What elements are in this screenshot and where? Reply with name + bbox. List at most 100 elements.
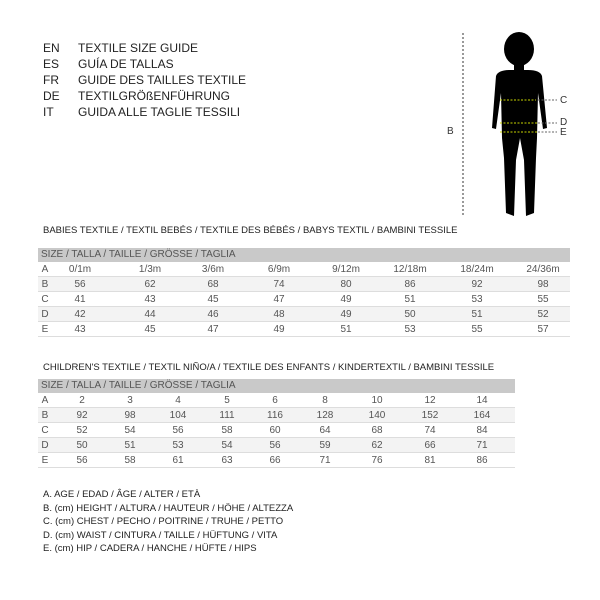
table-cell: 51 — [124, 440, 136, 451]
table-cell: 116 — [267, 410, 283, 421]
table-cell: 46 — [207, 309, 219, 320]
language-code: FR — [43, 73, 59, 87]
table-row: B 56 62 68 74 80 86 92 98 — [38, 277, 570, 292]
table-cell: 164 — [473, 410, 491, 421]
table-cell: 44 — [144, 309, 156, 320]
label-b: B — [447, 126, 454, 137]
table-cell: 50 — [76, 440, 88, 451]
label-e: E — [560, 127, 567, 138]
language-code: IT — [43, 105, 54, 119]
table-cell: 55 — [537, 294, 549, 305]
table-cell: 64 — [319, 425, 331, 436]
table-cell: 62 — [144, 279, 156, 290]
table-cell: 74 — [424, 425, 436, 436]
language-code: ES — [43, 57, 60, 71]
table-cell: 51 — [404, 294, 416, 305]
table-cell: 74 — [273, 279, 285, 290]
language-code: DE — [43, 89, 60, 103]
table-cell: 2 — [79, 395, 85, 406]
table-row: D 42 44 46 48 49 50 51 52 — [38, 307, 570, 322]
table-cell: 60 — [269, 425, 281, 436]
language-code: EN — [43, 41, 60, 55]
title-row: EN TEXTILE SIZE GUIDE — [43, 40, 246, 56]
table-cell: 50 — [404, 309, 416, 320]
table-cell: 58 — [221, 425, 233, 436]
legend-item: E. (cm) HIP / CADERA / HANCHE / HÜFTE / … — [43, 543, 257, 554]
table-row: C 41 43 45 47 49 51 53 55 — [38, 292, 570, 307]
title-row: IT GUIDA ALLE TAGLIE TESSILI — [43, 104, 246, 120]
table-cell: 98 — [124, 410, 136, 421]
table-cell: 8 — [322, 395, 328, 406]
table-cell: 52 — [76, 425, 88, 436]
table-cell: 56 — [172, 425, 184, 436]
row-key: D — [41, 440, 49, 451]
table-cell: 5 — [224, 395, 230, 406]
table-cell: 53 — [404, 324, 416, 335]
children-section-title: CHILDREN'S TEXTILE / TEXTIL NIÑO/A / TEX… — [43, 362, 495, 373]
title-text: TEXTILE SIZE GUIDE — [78, 41, 199, 55]
title-row: DE TEXTILGRÖßENFÜHRUNG — [43, 88, 246, 104]
legend-item: C. (cm) CHEST / PECHO / POITRINE / TRUHE… — [43, 516, 284, 527]
table-row: A 2 3 4 5 6 8 10 12 14 — [38, 393, 515, 408]
row-key: E — [41, 455, 49, 466]
babies-section-title: BABIES TEXTILE / TEXTIL BEBÉS / TEXTILE … — [43, 225, 458, 236]
row-key: B — [41, 410, 49, 421]
table-row: C 52 54 56 58 60 64 68 74 84 — [38, 423, 515, 438]
table-cell: 98 — [537, 279, 549, 290]
child-figure: B C D E — [440, 28, 590, 223]
title-text: GUIDA ALLE TAGLIE TESSILI — [78, 105, 241, 119]
table-cell: 53 — [172, 440, 184, 451]
table-cell: 45 — [144, 324, 156, 335]
table-cell: 140 — [368, 410, 386, 421]
table-cell: 86 — [404, 279, 416, 290]
legend-item: B. (cm) HEIGHT / ALTURA / HAUTEUR / HÖHE… — [43, 502, 294, 514]
legend-item: A. AGE / EDAD / ÂGE / ALTER / ETÀ — [43, 489, 201, 500]
table-cell: 58 — [124, 455, 136, 466]
table-header: SIZE / TALLA / TAILLE / GRÖSSE / TAGLIA — [38, 248, 570, 262]
table-cell: 53 — [471, 294, 483, 305]
title-list: EN TEXTILE SIZE GUIDE ES GUÍA DE TALLAS FR GU… — [43, 40, 246, 120]
table-cell: 14 — [476, 395, 488, 406]
table-cell: 66 — [424, 440, 436, 451]
table-cell: 10 — [371, 395, 383, 406]
table-cell: 59 — [319, 440, 331, 451]
table-cell: 54 — [221, 440, 233, 451]
table-cell: 84 — [476, 425, 488, 436]
table-cell: 51 — [340, 324, 352, 335]
babies-size-table: SIZE / TALLA / TAILLE / GRÖSSE / TAGLIA … — [38, 248, 570, 337]
child-silhouette-icon — [492, 32, 547, 216]
table-cell: 43 — [74, 324, 86, 335]
table-header: SIZE / TALLA / TAILLE / GRÖSSE / TAGLIA — [38, 379, 515, 393]
table-cell: 54 — [124, 425, 136, 436]
table-cell: 24/36m — [526, 264, 560, 275]
row-key: C — [41, 425, 49, 436]
table-row: A 0/1m 1/3m 3/6m 6/9m 9/12m 12/18m 18/24m 24/36m — [38, 262, 570, 277]
table-row: B 92 98 104 111 116 128 140 152 164 — [38, 408, 515, 423]
table-cell: 68 — [207, 279, 219, 290]
title-text: GUIDE DES TAILLES TEXTILE — [78, 73, 247, 87]
row-key: C — [41, 294, 49, 305]
table-cell: 104 — [169, 410, 187, 421]
row-key: A — [41, 395, 49, 406]
table-cell: 80 — [340, 279, 352, 290]
title-row: FR GUIDE DES TAILLES TEXTILE — [43, 72, 246, 88]
table-cell: 43 — [144, 294, 156, 305]
label-c: C — [560, 95, 567, 106]
title-text: GUÍA DE TALLAS — [78, 57, 174, 71]
label-d: D — [560, 117, 567, 128]
table-cell: 55 — [471, 324, 483, 335]
table-cell: 62 — [371, 440, 383, 451]
table-cell: 3/6m — [201, 264, 225, 275]
table-cell: 6 — [272, 395, 278, 406]
table-cell: 41 — [74, 294, 86, 305]
table-cell: 56 — [76, 455, 88, 466]
table-cell: 57 — [537, 324, 549, 335]
table-cell: 18/24m — [460, 264, 494, 275]
table-cell: 45 — [207, 294, 219, 305]
table-cell: 56 — [74, 279, 86, 290]
table-cell: 49 — [340, 309, 352, 320]
table-cell: 48 — [273, 309, 285, 320]
table-cell: 76 — [371, 455, 383, 466]
table-cell: 66 — [269, 455, 281, 466]
table-cell: 152 — [421, 410, 439, 421]
